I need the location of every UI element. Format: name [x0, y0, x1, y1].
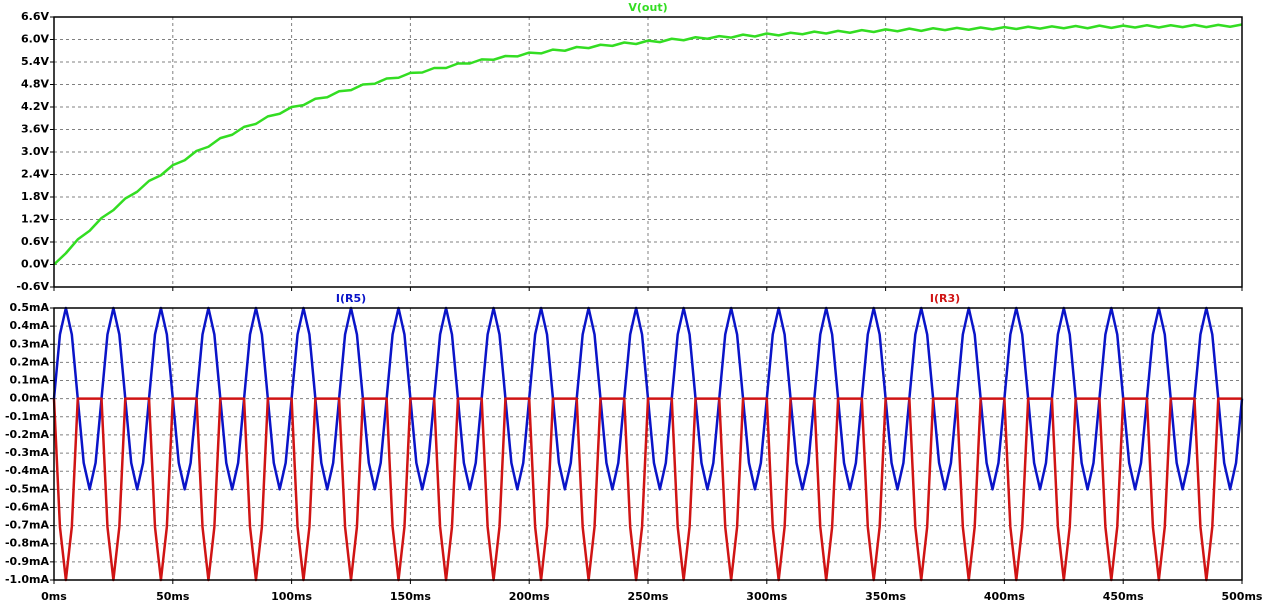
x-tick-label: 200ms — [509, 590, 550, 603]
trace — [53, 23, 1243, 266]
y-tick-label: 4.8V — [21, 78, 49, 91]
legend-label: I(R5) — [336, 292, 366, 305]
y-tick-label: -0.1mA — [5, 410, 50, 423]
y-tick-label: -0.6V — [16, 280, 49, 293]
x-tick-label: 250ms — [628, 590, 669, 603]
legend-label: V(out) — [628, 1, 667, 14]
y-tick-label: 0.0V — [21, 258, 49, 271]
y-tick-label: 0.4mA — [10, 319, 50, 332]
y-tick-label: 0.5mA — [10, 301, 50, 314]
plot-frame — [53, 307, 1243, 581]
y-tick-label: -0.9mA — [5, 555, 50, 568]
y-tick-label: 3.6V — [21, 123, 49, 136]
x-tick-label: 300ms — [746, 590, 787, 603]
y-tick-label: -0.6mA — [5, 500, 50, 513]
x-tick-label: 500ms — [1222, 590, 1263, 603]
y-tick-label: -0.5mA — [5, 482, 50, 495]
y-tick-label: -1.0mA — [5, 573, 50, 586]
y-tick-label: -0.3mA — [5, 446, 50, 459]
y-tick-label: 5.4V — [21, 55, 49, 68]
legend-label: I(R3) — [930, 292, 960, 305]
x-tick-label: 450ms — [1103, 590, 1144, 603]
y-tick-label: 0.2mA — [10, 355, 50, 368]
x-tick-label: 400ms — [984, 590, 1025, 603]
y-tick-label: 6.6V — [21, 10, 49, 23]
y-tick-label: 0.3mA — [10, 337, 50, 350]
plot-area — [54, 308, 1242, 580]
y-tick-label: 1.2V — [21, 213, 49, 226]
y-tick-label: 0.0mA — [10, 392, 50, 405]
x-tick-label: 150ms — [390, 590, 431, 603]
x-tick-label: 0ms — [41, 590, 67, 603]
trace — [52, 397, 1242, 582]
x-tick-label: 350ms — [865, 590, 906, 603]
plot-frame — [53, 16, 1243, 288]
x-tick-label: 50ms — [156, 590, 190, 603]
y-tick-label: 0.1mA — [10, 374, 50, 387]
y-tick-label: -0.2mA — [5, 428, 50, 441]
y-tick-label: -0.7mA — [5, 519, 50, 532]
y-tick-label: -0.8mA — [5, 537, 50, 550]
y-tick-label: 3.0V — [21, 145, 49, 158]
y-tick-label: 1.8V — [21, 190, 49, 203]
y-tick-label: -0.4mA — [5, 464, 50, 477]
y-tick-label: 4.2V — [21, 100, 49, 113]
y-tick-label: 6.0V — [21, 33, 49, 46]
x-tick-label: 100ms — [271, 590, 312, 603]
y-tick-label: 0.6V — [21, 235, 49, 248]
y-tick-label: 2.4V — [21, 168, 49, 181]
